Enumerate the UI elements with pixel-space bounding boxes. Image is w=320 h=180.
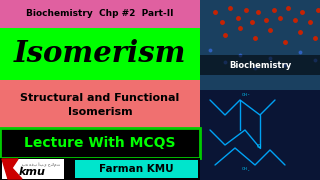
- Bar: [0, 128, 200, 158]
- Text: CH: CH: [242, 167, 248, 171]
- Text: CH: CH: [242, 93, 248, 97]
- Text: Isomerism: Isomerism: [14, 39, 186, 69]
- Text: ربه هذب أبي حكمت: ربه هذب أبي حكمت: [20, 163, 60, 167]
- Bar: [0, 80, 200, 128]
- Text: Farman KMU: Farman KMU: [99, 164, 174, 174]
- Polygon shape: [2, 159, 22, 179]
- Bar: [75, 160, 198, 178]
- Text: Biochemistry  Chp #2  Part-II: Biochemistry Chp #2 Part-II: [26, 10, 174, 19]
- Bar: [0, 0, 200, 28]
- Bar: [200, 55, 320, 75]
- Text: kmu: kmu: [19, 167, 45, 177]
- Bar: [200, 0, 320, 90]
- Bar: [200, 90, 320, 180]
- Text: ₃: ₃: [248, 92, 249, 96]
- Bar: [0, 158, 200, 180]
- Text: ₃: ₃: [248, 168, 249, 172]
- Text: Structural and Functional: Structural and Functional: [20, 93, 180, 103]
- Bar: [2, 159, 64, 179]
- Text: Biochemistry: Biochemistry: [229, 60, 291, 69]
- Text: Lecture With MCQS: Lecture With MCQS: [24, 136, 176, 150]
- Text: Isomerism: Isomerism: [68, 107, 132, 117]
- Bar: [0, 28, 200, 80]
- Text: O: O: [257, 145, 261, 150]
